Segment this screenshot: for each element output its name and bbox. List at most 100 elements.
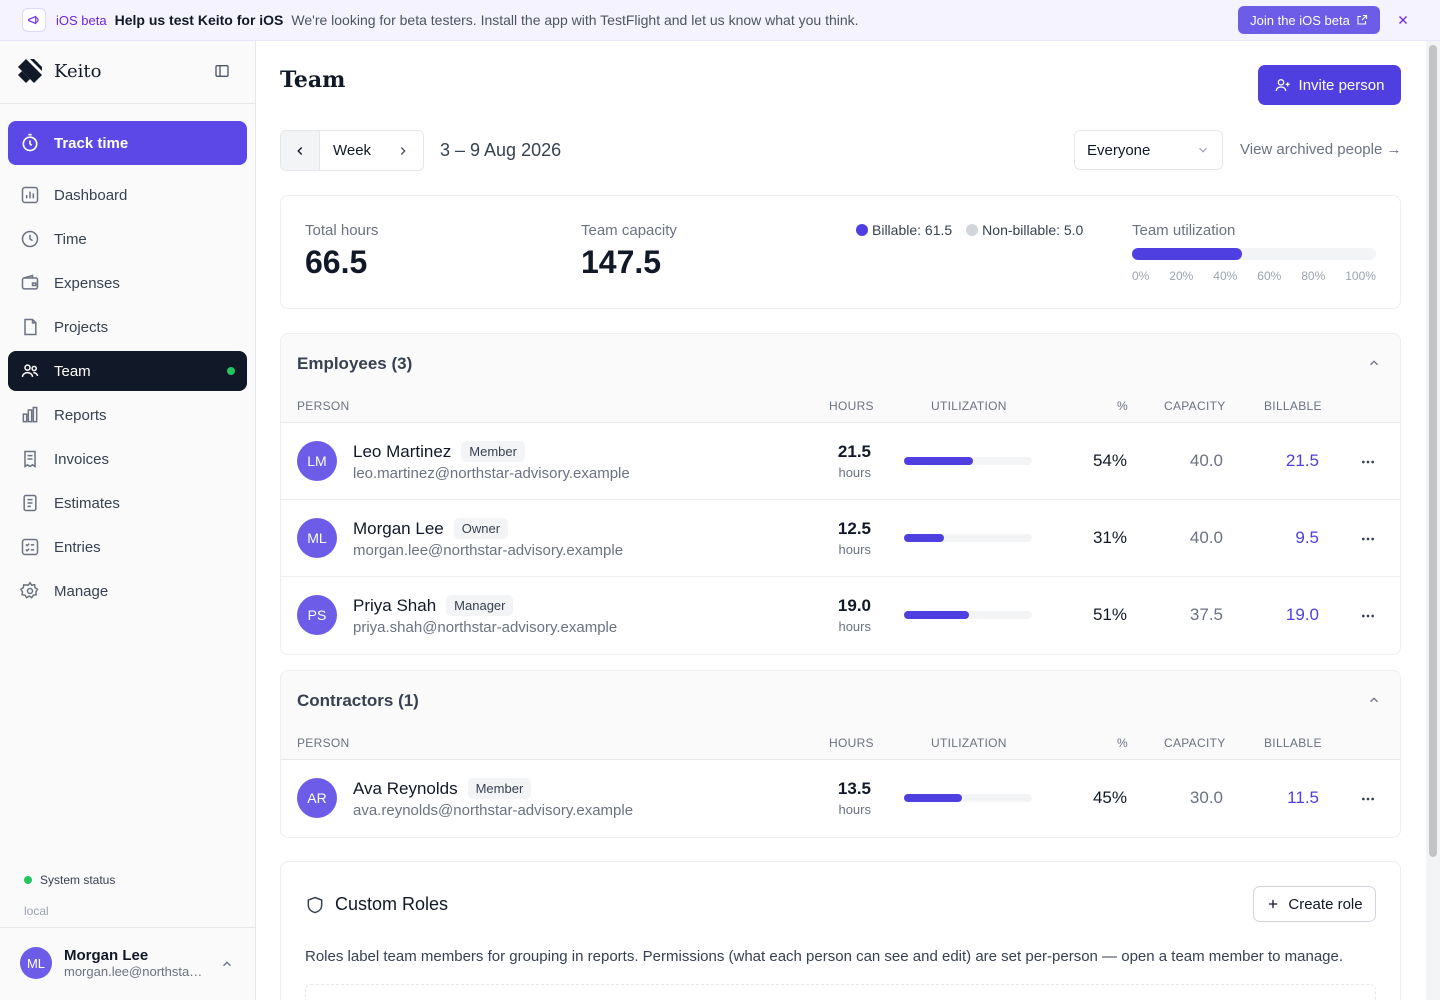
utilization-pct: 51% (1092, 605, 1127, 624)
table-row[interactable]: LM Leo Martinez Member leo.martinez@north… (281, 423, 1400, 500)
billable-swatch (856, 224, 868, 236)
person-email: ava.reynolds@northstar-advisory.example (353, 802, 634, 819)
table-row[interactable]: PS Priya Shah Manager priya.shah@northsta… (281, 577, 1400, 654)
sidebar-nav: Dashboard Time Expenses Projects Team Re… (8, 175, 247, 615)
sidebar-item-dashboard[interactable]: Dashboard (8, 175, 247, 215)
gear-icon (20, 581, 39, 599)
person-name[interactable]: Leo Martinez (353, 441, 452, 461)
utilization-pct: 31% (1092, 528, 1127, 547)
avatar: AR (297, 778, 337, 818)
brand[interactable]: Keito (16, 57, 101, 85)
create-role-button[interactable]: Create role (1253, 886, 1376, 922)
table-row[interactable]: ML Morgan Lee Owner morgan.lee@northstar-… (281, 500, 1400, 577)
sidebar-item-manage[interactable]: Manage (8, 571, 247, 611)
collapse-sidebar-button[interactable] (214, 63, 232, 81)
employees-header[interactable]: Employees (3) (281, 334, 1400, 392)
col-capacity: CAPACITY (1164, 736, 1226, 750)
sidebar-item-entries[interactable]: Entries (8, 527, 247, 567)
sidebar-item-projects[interactable]: Projects (8, 307, 247, 347)
system-status-label: System status (40, 873, 116, 887)
hours-unit: hours (838, 542, 871, 557)
sidebar-item-time[interactable]: Time (8, 219, 247, 259)
contractors-title: Contractors (1) (297, 691, 419, 710)
person-name[interactable]: Ava Reynolds (353, 778, 458, 798)
user-menu-chevron[interactable] (220, 957, 234, 971)
utilization-bar (904, 457, 1032, 465)
sidebar-item-label: Reports (54, 406, 107, 424)
sidebar-item-invoices[interactable]: Invoices (8, 439, 247, 479)
row-actions-button[interactable] (1359, 453, 1377, 471)
person-name[interactable]: Priya Shah (353, 595, 437, 615)
employees-title: Employees (3) (297, 354, 413, 373)
row-actions-button[interactable] (1359, 607, 1377, 625)
megaphone-icon (22, 8, 46, 32)
period-selector[interactable]: Week (332, 142, 372, 159)
person-email: morgan.lee@northstar-advisory.example (353, 542, 624, 559)
invite-person-button[interactable]: Invite person (1258, 65, 1401, 105)
tick-label: 60% (1257, 269, 1282, 283)
date-range: 3 – 9 Aug 2026 (440, 140, 562, 160)
checklist-icon (21, 538, 39, 556)
dashboard-icon (21, 186, 39, 204)
sidebar-item-label: Expenses (54, 274, 120, 292)
person-name-line: Morgan Lee Owner (353, 518, 509, 539)
col-capacity: CAPACITY (1164, 399, 1226, 413)
custom-roles-description: Roles label team members for grouping in… (305, 948, 1344, 965)
main-scrollbar[interactable] (1426, 41, 1440, 1000)
sidebar: Keito Track time Dashboard Time Expenses… (0, 41, 256, 1000)
sidebar-item-estimates[interactable]: Estimates (8, 483, 247, 523)
capacity-value: 40.0 (1189, 528, 1223, 547)
environment-label: local (24, 904, 49, 918)
table-row[interactable]: AR Ava Reynolds Member ava.reynolds@north… (281, 760, 1400, 837)
custom-roles-card: Custom Roles Create role Roles label tea… (280, 861, 1401, 1000)
user-menu[interactable]: ML Morgan Lee morgan.lee@northstar-advis… (20, 947, 206, 979)
banner-text: We're looking for beta testers. Install … (291, 12, 859, 28)
custom-roles-heading: Custom Roles (305, 894, 448, 915)
nonbillable-swatch (966, 224, 979, 236)
utilization-fill (904, 457, 974, 465)
contractors-header[interactable]: Contractors (1) (281, 671, 1400, 729)
role-badge: Member (461, 441, 525, 462)
next-week-button[interactable] (384, 144, 423, 158)
week-navigator: Week (280, 130, 424, 171)
sidebar-item-expenses[interactable]: Expenses (8, 263, 247, 303)
create-role-label: Create role (1288, 895, 1363, 913)
view-archived-link[interactable]: View archived people → (1240, 141, 1402, 158)
chevron-right-icon (401, 146, 406, 155)
folder-icon (24, 318, 37, 336)
row-actions-button[interactable] (1359, 790, 1377, 808)
legend-nonbillable-label: Non-billable: 5.0 (982, 222, 1084, 238)
more-horizontal-icon (1362, 797, 1374, 801)
more-horizontal-icon (1362, 537, 1374, 541)
wallet-icon (21, 274, 39, 290)
join-beta-button[interactable]: Join the iOS beta (1238, 6, 1380, 34)
team-utilization-bar (1132, 248, 1376, 260)
sidebar-item-label: Invoices (54, 450, 110, 468)
scrollbar-thumb[interactable] (1429, 45, 1437, 857)
team-capacity-value: 147.5 (581, 244, 662, 280)
brand-name: Keito (54, 60, 102, 82)
row-actions-button[interactable] (1359, 530, 1377, 548)
hours-value: 19.0 (837, 596, 871, 615)
contractors-rows: AR Ava Reynolds Member ava.reynolds@north… (281, 760, 1400, 837)
user-divider (0, 927, 255, 928)
utilization-bar (904, 794, 1032, 802)
close-banner-button[interactable] (1394, 11, 1412, 29)
system-status-link[interactable]: System status (24, 873, 115, 887)
legend-billable: Billable: 61.5 (856, 222, 952, 238)
sidebar-item-reports[interactable]: Reports (8, 395, 247, 435)
track-time-button[interactable]: Track time (8, 121, 247, 165)
avatar: PS (297, 595, 337, 635)
tick-label: 80% (1301, 269, 1326, 283)
col-person: PERSON (297, 399, 350, 413)
chevron-up-icon[interactable] (1367, 693, 1381, 707)
people-filter-select[interactable]: Everyone (1074, 130, 1223, 170)
sidebar-item-team[interactable]: Team (8, 351, 247, 391)
role-badge: Member (467, 778, 532, 799)
utilization-fill (904, 611, 970, 619)
sidebar-item-label: Manage (54, 582, 109, 600)
person-name[interactable]: Morgan Lee (353, 518, 444, 538)
previous-week-button[interactable] (281, 131, 321, 170)
sidebar-item-label: Time (54, 230, 87, 248)
chevron-up-icon[interactable] (1367, 356, 1381, 370)
